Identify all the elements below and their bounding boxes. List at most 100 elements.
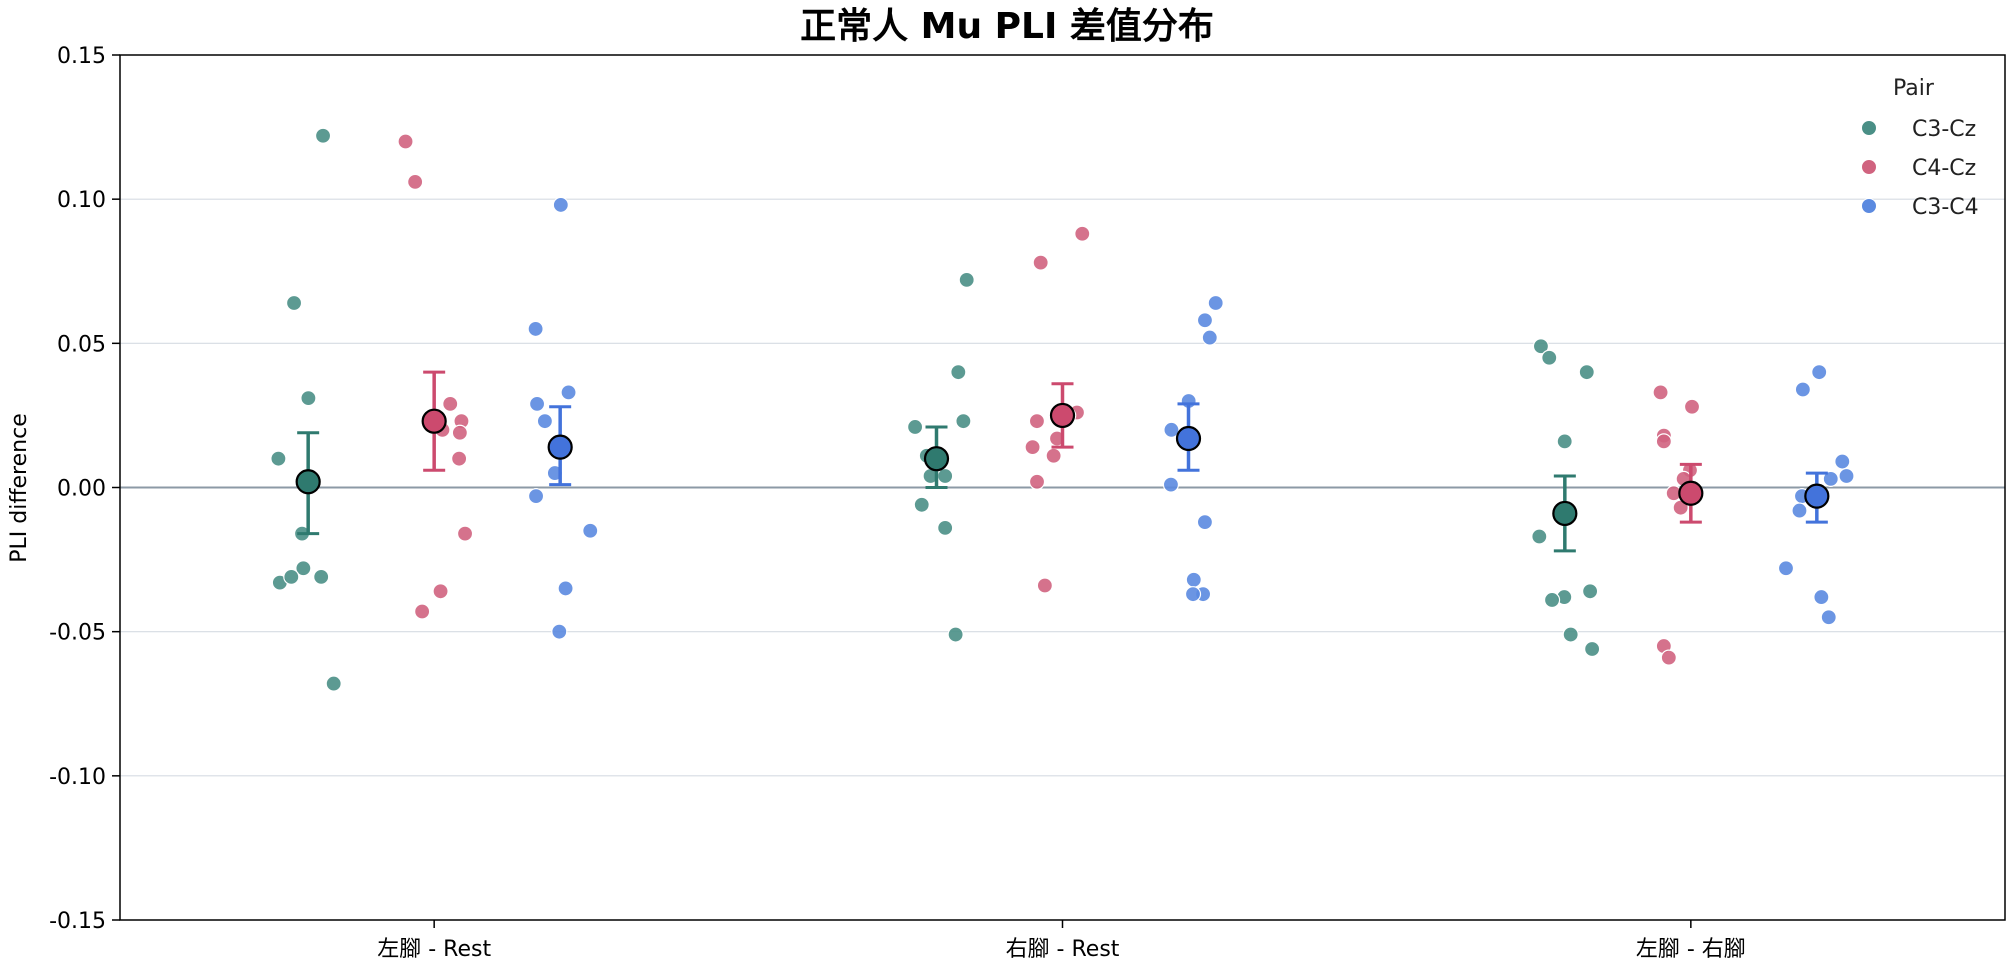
data-point <box>1652 384 1669 401</box>
mean-marker <box>1678 480 1704 506</box>
y-axis-label: PLI difference <box>7 413 32 562</box>
x-tick-label: 左腳 - Rest <box>377 937 491 962</box>
data-point <box>1584 640 1601 658</box>
mean-marker <box>1175 425 1202 452</box>
data-point <box>1024 439 1041 456</box>
y-tick-label: 0.10 <box>57 188 106 213</box>
data-point <box>1184 586 1202 603</box>
data-point <box>527 488 545 505</box>
data-point <box>582 522 599 539</box>
data-point <box>456 525 474 542</box>
data-point <box>295 560 312 577</box>
data-point <box>557 580 574 597</box>
mean-marker <box>923 446 950 472</box>
data-point <box>397 133 414 150</box>
legend-marker <box>1861 120 1877 136</box>
data-point <box>527 320 544 338</box>
data-point <box>1578 364 1595 381</box>
data-point <box>1820 609 1837 626</box>
y-tick-label: 0.05 <box>57 332 106 357</box>
data-point <box>314 127 332 144</box>
data-point <box>325 675 342 692</box>
data-point <box>913 496 930 513</box>
data-point <box>451 450 468 467</box>
mean-marker <box>421 408 447 434</box>
data-point <box>937 519 954 536</box>
data-point <box>552 196 569 214</box>
data-point <box>1794 381 1811 398</box>
legend-label: C4-Cz <box>1912 156 1976 181</box>
y-tick-label: -0.10 <box>49 765 106 790</box>
data-point <box>560 384 577 401</box>
data-point <box>1032 254 1049 271</box>
data-point <box>1822 470 1839 487</box>
data-point <box>313 568 330 585</box>
data-point <box>906 418 924 436</box>
y-tick-label: -0.05 <box>49 621 106 646</box>
y-tick-label: 0.15 <box>57 44 106 69</box>
legend-marker <box>1861 198 1877 214</box>
plot-area: 0.15 0.10 0.05 0.00 -0.05 -0.10 -0.15 左腳 - Rest… <box>49 44 2006 962</box>
y-tick-label: 0.00 <box>57 477 106 502</box>
mean-marker <box>295 469 321 495</box>
x-tick-label: 左腳 - 右腳 <box>1636 937 1746 962</box>
data-point <box>1562 626 1579 643</box>
data-point <box>1532 338 1550 355</box>
data-point <box>1582 583 1599 600</box>
data-point <box>285 294 303 312</box>
data-point <box>1036 577 1053 594</box>
data-point <box>283 568 300 585</box>
data-point <box>1811 364 1828 381</box>
data-point <box>1028 413 1046 430</box>
data-point <box>955 413 972 430</box>
data-point <box>1660 649 1677 666</box>
data-point <box>528 395 546 412</box>
data-point <box>1196 312 1214 329</box>
data-point <box>1074 225 1091 242</box>
legend-marker <box>1861 159 1877 175</box>
data-point <box>414 603 431 620</box>
data-point <box>442 395 459 412</box>
data-point <box>407 173 424 190</box>
data-point <box>1556 433 1573 450</box>
data-point <box>1028 473 1046 490</box>
chart-title: 正常人 Mu PLI 差值分布 <box>800 6 1214 47</box>
data-point <box>1163 421 1180 438</box>
data-point <box>1838 467 1855 485</box>
data-point <box>1834 453 1851 470</box>
data-point <box>1683 398 1701 415</box>
data-point <box>551 623 568 640</box>
mean-marker <box>1049 402 1076 429</box>
data-point <box>1207 294 1224 312</box>
data-point <box>1777 560 1795 577</box>
data-point <box>958 271 975 288</box>
data-point <box>1162 476 1180 493</box>
data-point <box>1541 349 1558 366</box>
data-point <box>1655 433 1672 450</box>
data-point <box>270 450 287 467</box>
data-point <box>300 390 317 407</box>
mean-marker <box>547 434 573 460</box>
legend: Pair C3-Cz C4-Cz C3-C4 <box>1861 76 1979 220</box>
data-point <box>1045 447 1062 464</box>
data-point <box>1201 329 1218 346</box>
data-point <box>451 424 468 441</box>
y-tick-label: -0.15 <box>49 909 106 934</box>
data-point <box>432 583 449 600</box>
mean-marker <box>1804 483 1830 509</box>
data-point <box>1196 513 1214 531</box>
legend-label: C3-Cz <box>1912 117 1976 142</box>
legend-label: C3-C4 <box>1912 195 1979 220</box>
data-point <box>1185 571 1202 588</box>
data-point <box>950 364 967 381</box>
legend-title: Pair <box>1893 76 1935 101</box>
data-point <box>1543 591 1561 609</box>
data-point <box>1791 502 1808 519</box>
data-point <box>536 413 554 430</box>
x-tick-label: 右腳 - Rest <box>1006 937 1120 962</box>
data-point <box>947 626 964 643</box>
data-point <box>1813 588 1830 606</box>
data-point <box>1531 528 1548 545</box>
mean-marker <box>1552 500 1578 527</box>
